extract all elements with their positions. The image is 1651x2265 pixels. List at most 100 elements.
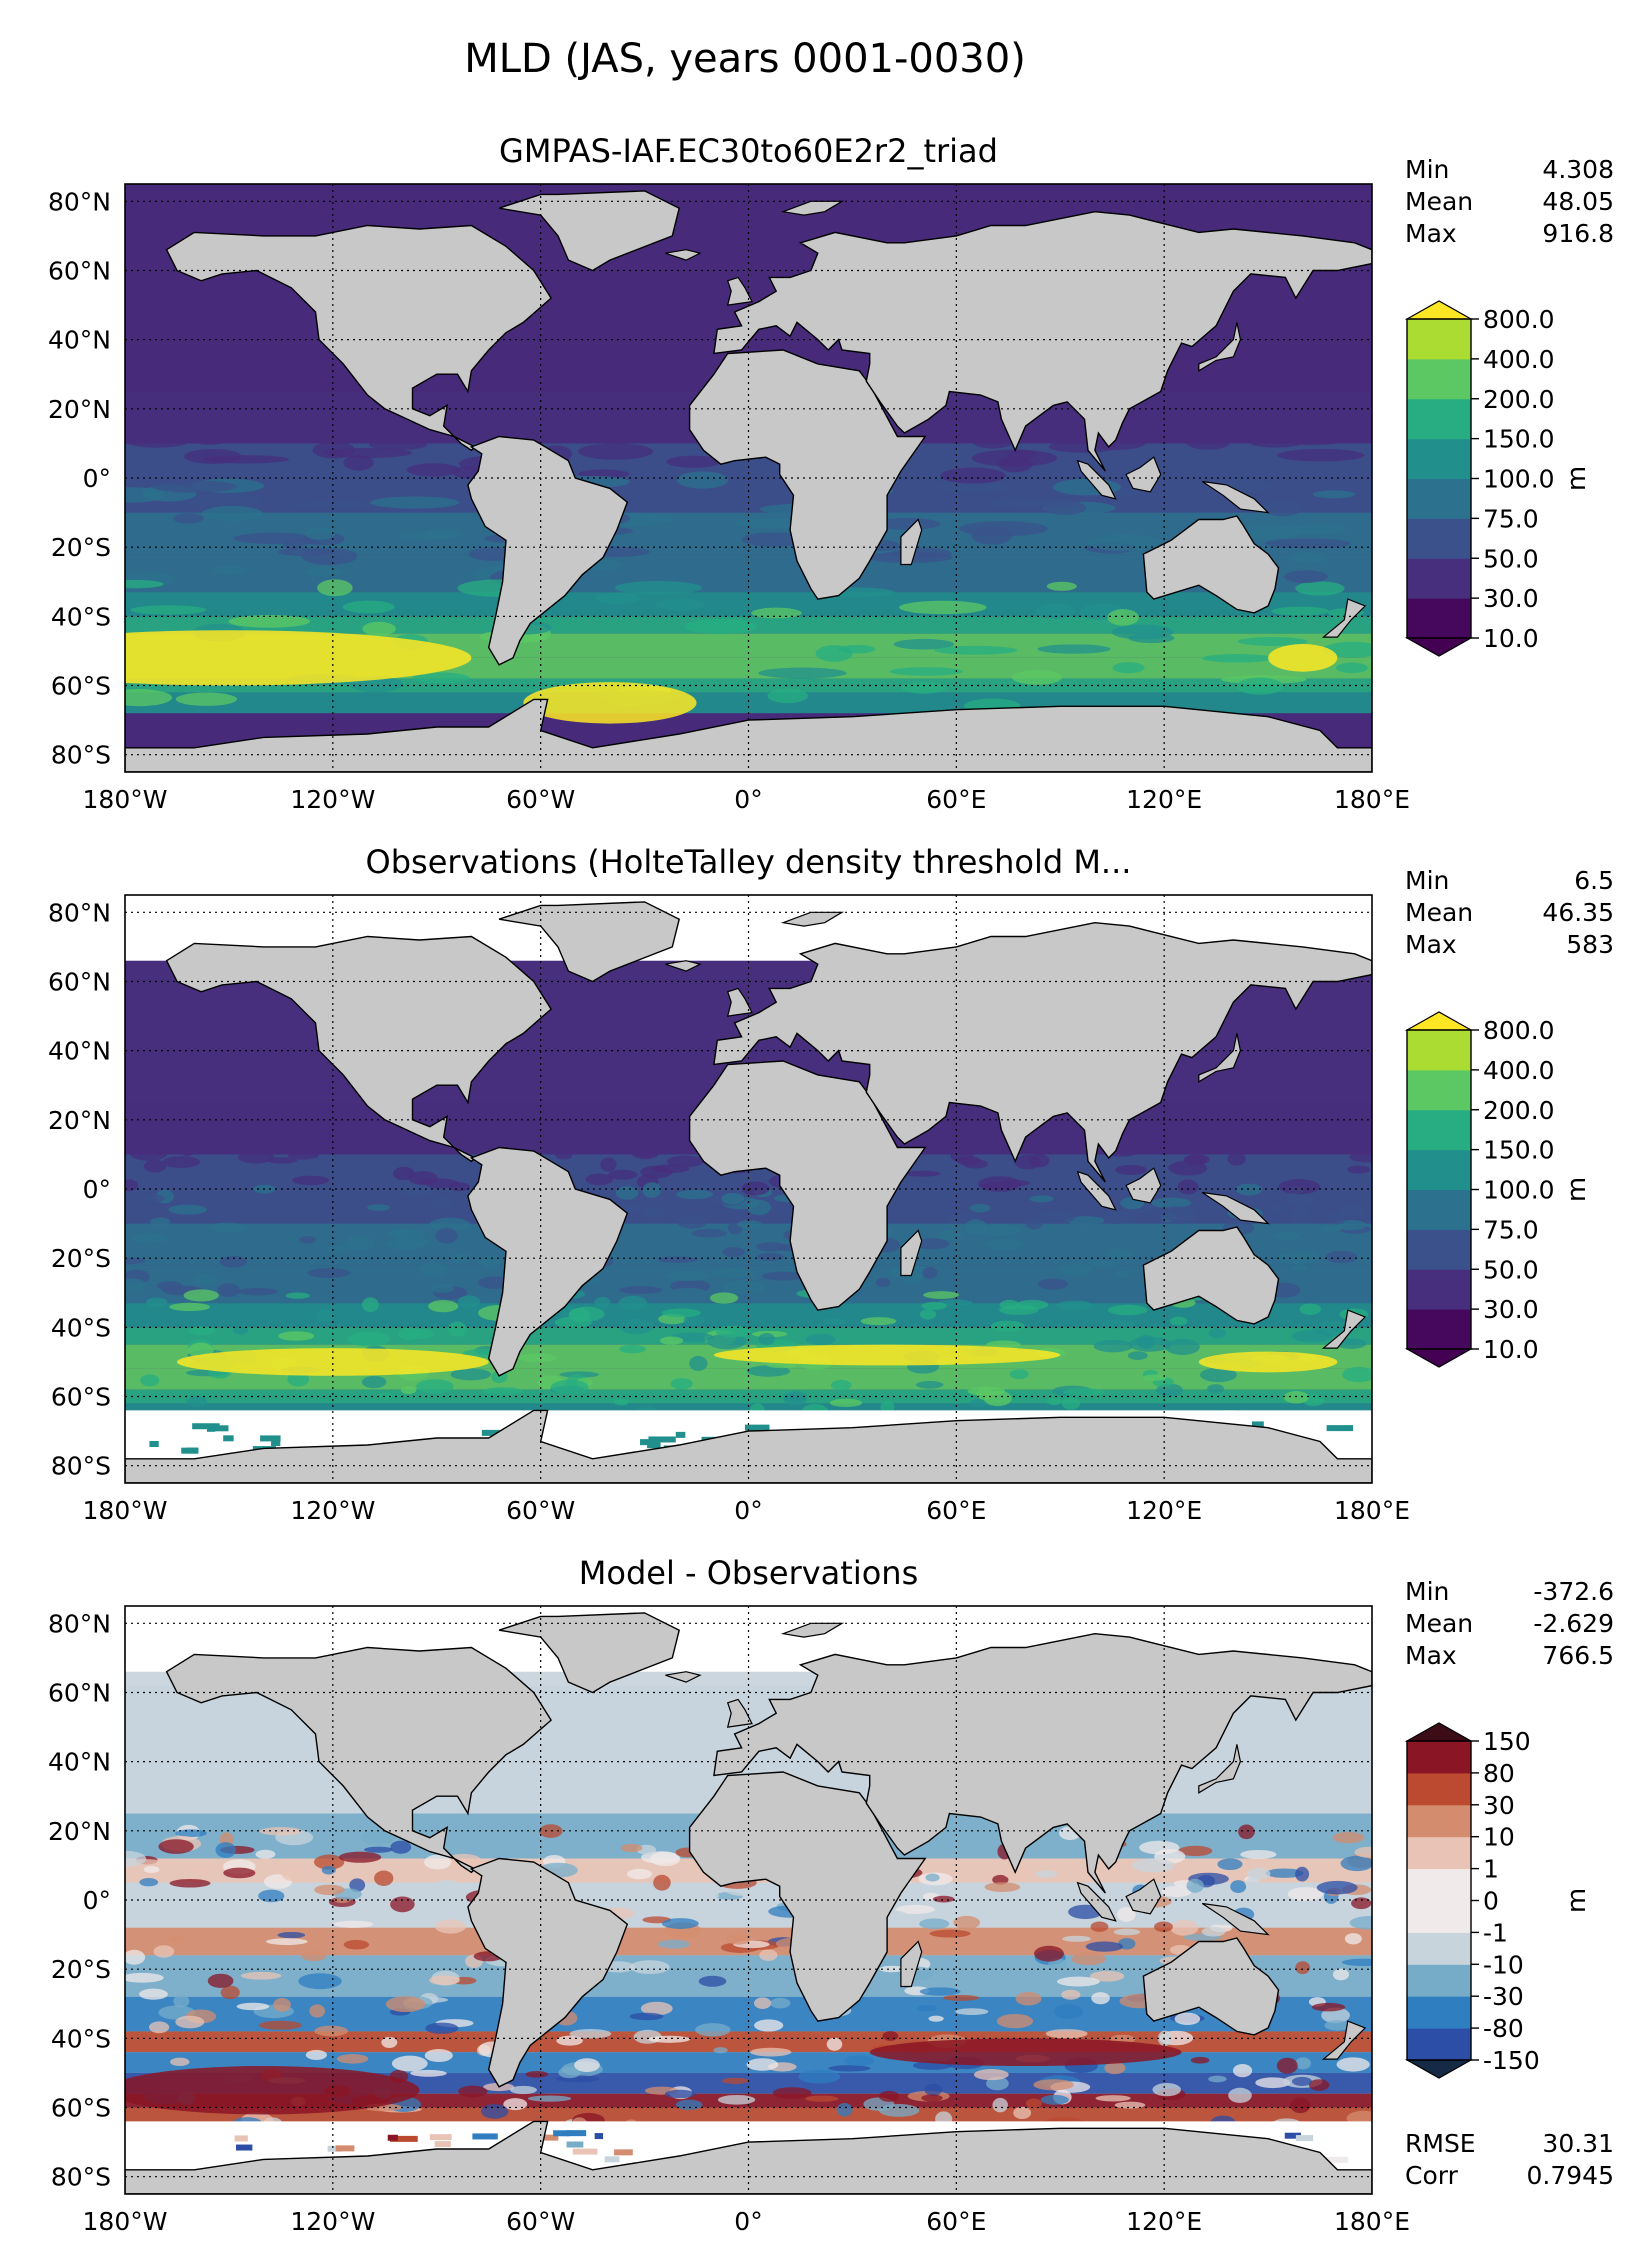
field-patch [223,1867,256,1879]
field-patch [640,1851,680,1864]
field-patch [1058,1263,1094,1276]
lat-tick-label: 60°N [48,1678,111,1707]
field-patch [962,1159,989,1169]
field-patch [457,1295,481,1308]
colorbar-segment [1407,1804,1471,1838]
field-patch [217,1283,240,1297]
field-patch [828,2065,871,2072]
field-patch [912,1139,928,1147]
borneo-land [1125,456,1162,493]
field-patch [1009,1369,1029,1380]
stat-label: Min [1405,866,1449,895]
field-patch [569,2029,612,2039]
field-patch [151,480,238,493]
field-patch [1240,1849,1277,1859]
lat-tick-label: 60°S [51,1383,111,1412]
field-patch [990,1320,1025,1332]
field-patch [1255,2077,1291,2089]
field-patch [458,2085,488,2098]
field-patch [826,2037,843,2051]
field-patch [959,521,1048,537]
field-patch [430,1284,455,1293]
colorbar-tick-label: 30 [1483,1791,1515,1820]
colorbar-segment [1407,438,1471,479]
sea-ice-pixel [1326,1425,1354,1432]
field-patch [1340,1855,1372,1872]
field-patch [442,1124,480,1135]
field-patch [125,1972,164,1983]
field-patch [314,1854,345,1870]
field-patch [1090,1921,1109,1932]
field-patch [629,2012,664,2021]
field-patch [1168,1213,1195,1224]
colorbar-segment [1407,598,1471,639]
field-patch [326,1245,348,1253]
field-patch [398,1327,420,1341]
field-patch [143,1194,165,1203]
svalbard-land [780,200,845,216]
field-patch [695,2023,731,2037]
field-patch [1325,1250,1358,1264]
field-patch [1053,2004,1084,2020]
field-patch [1268,428,1356,446]
field-patch [360,1829,397,1845]
field-patch [661,1918,699,1929]
field-patch [431,1197,454,1210]
field-patch [1236,677,1284,695]
field-patch [390,1840,412,1854]
lat-tick-label: 40°S [51,602,111,631]
field-patch [236,2002,270,2011]
field-patch [169,1302,211,1312]
field-patch [1066,1216,1105,1225]
stat-label: Max [1405,930,1457,959]
field-patch [347,1331,391,1347]
colorbar-segment [1407,358,1471,400]
sumatra-land [1076,1881,1117,1922]
lon-tick-label: 0° [734,1496,762,1525]
field-patch [292,1175,330,1186]
field-patch [362,621,396,636]
field-patch [919,1918,950,1930]
lon-tick-label: 180°W [83,785,168,814]
field-patch [366,1204,391,1211]
colorbar-segment [1407,1149,1471,1190]
field-patch [336,2053,369,2064]
field-patch [1040,2094,1069,2105]
field-patch [1063,1388,1105,1397]
field-patch [1046,581,1077,591]
field-patch [1165,1138,1208,1150]
field-patch [721,1192,745,1205]
field-patch [1107,1304,1148,1316]
field-patch [921,1301,947,1310]
colorbar-tick-label: 80 [1483,1759,1515,1788]
sea-ice-pixel [236,2144,253,2151]
colorbar-segment [1407,1269,1471,1310]
field-patch [657,1939,690,1949]
field-patch [922,1266,938,1279]
field-patch [1172,415,1216,430]
field-patch [135,1114,158,1129]
field-patch [722,1280,767,1295]
field-patch [683,1314,705,1327]
lon-tick-label: 120°W [290,2207,375,2236]
japan-land [1198,1033,1242,1083]
sea-ice-pixel [553,2130,570,2137]
field-patch [882,2031,899,2041]
field-patch [1025,1217,1044,1230]
field-patch [665,1271,710,1282]
lat-tick-label: 20°N [48,1106,111,1135]
lon-tick-label: 60°E [926,785,986,814]
eurasia-land [713,210,1372,472]
field-patch [614,1398,629,1406]
stat-label: RMSE [1405,2129,1476,2158]
colorbar-under-arrow [1404,2059,1474,2079]
field-patch [125,1257,146,1265]
colorbar-tick-label: -30 [1483,1982,1524,2011]
field-patch [278,1331,315,1341]
panel-title: Observations (HolteTalley density thresh… [366,843,1132,881]
field-patch [1035,604,1076,619]
field-patch [923,1291,960,1299]
field-patch [1034,1945,1064,1962]
lat-tick-label: 40°N [48,326,111,355]
